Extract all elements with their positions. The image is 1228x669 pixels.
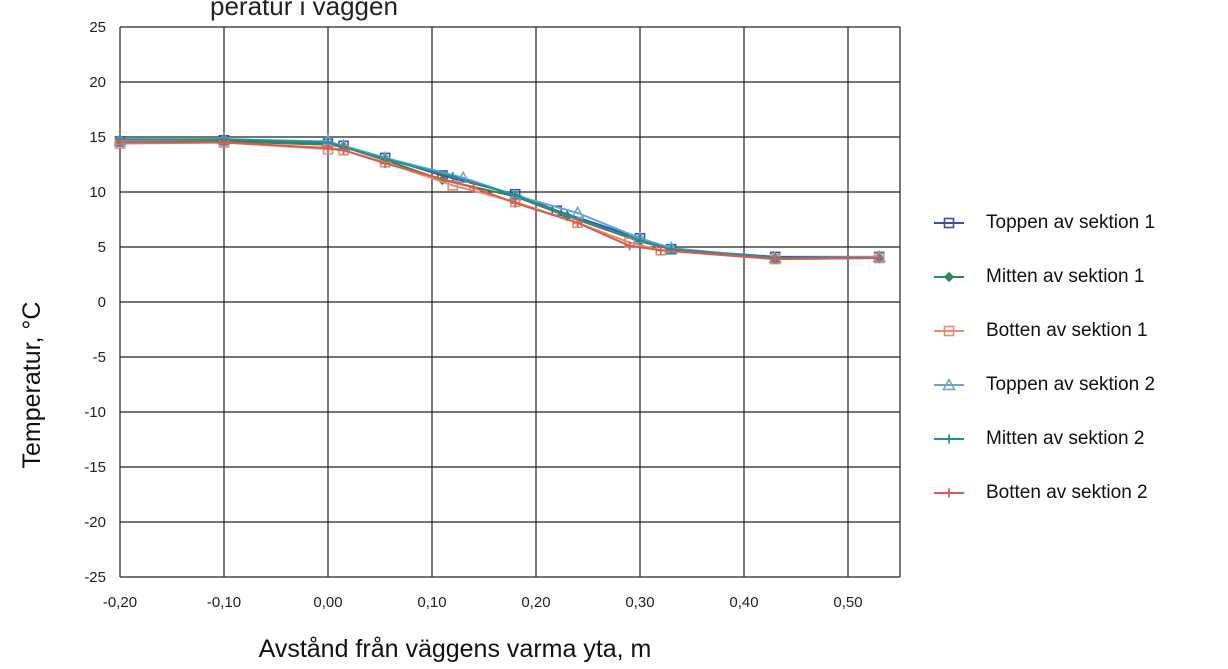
legend-label: Toppen av sektion 2 xyxy=(986,374,1156,395)
data-point xyxy=(874,253,884,263)
legend-swatch xyxy=(934,378,964,391)
legend-swatch xyxy=(934,434,964,444)
legend-swatch xyxy=(934,325,964,337)
series-2 xyxy=(114,136,885,264)
x-tick-label: 0,30 xyxy=(625,594,654,611)
x-tick-label: 0,00 xyxy=(313,594,342,611)
data-point xyxy=(323,143,333,153)
series-line xyxy=(120,141,880,261)
legend-item: Mitten av sektion 1 xyxy=(930,250,1225,304)
data-point xyxy=(510,190,520,200)
y-tick-label: -20 xyxy=(84,514,106,531)
y-tick-label: -25 xyxy=(84,569,106,586)
legend-label: Botten av sektion 1 xyxy=(986,320,1148,341)
grid-lines xyxy=(119,26,901,578)
y-axis-unit: °C xyxy=(18,301,46,329)
legend-item: Botten av sektion 1 xyxy=(930,304,1225,358)
data-point xyxy=(562,210,572,220)
series-lines xyxy=(113,132,886,265)
legend-marker xyxy=(944,488,954,498)
x-tick-label: 0,20 xyxy=(521,594,550,611)
y-tick-label: -15 xyxy=(84,459,106,476)
legend-marker xyxy=(943,271,955,283)
data-point xyxy=(339,145,349,155)
data-point xyxy=(115,138,125,147)
legend-swatch xyxy=(934,217,964,229)
chart-title-fragment: peratur i väggen xyxy=(210,0,398,21)
data-point xyxy=(770,254,780,264)
legend-label: Toppen av sektion 1 xyxy=(986,212,1156,233)
series-line xyxy=(119,141,880,261)
legend-item: Botten av sektion 2 xyxy=(930,466,1225,520)
y-tick-label: -5 xyxy=(93,349,106,366)
legend-marker xyxy=(942,378,956,391)
legend: Toppen av sektion 1 Mitten av sektion 1 Bo… xyxy=(930,196,1225,520)
data-point xyxy=(448,172,458,182)
legend-swatch xyxy=(934,271,964,283)
legend-label: Mitten av sektion 2 xyxy=(986,428,1145,449)
legend-label: Botten av sektion 2 xyxy=(986,482,1148,503)
legend-marker xyxy=(944,434,954,444)
legend-item: Mitten av sektion 2 xyxy=(930,412,1225,466)
series-6 xyxy=(115,138,884,264)
data-point xyxy=(625,241,635,251)
x-axis-label: Avstånd från väggens varma yta, m xyxy=(259,635,652,663)
x-tick-label: 0,10 xyxy=(417,594,446,611)
y-tick-label: 10 xyxy=(89,184,106,201)
data-point xyxy=(656,245,666,255)
legend-marker xyxy=(943,217,955,229)
x-tick-label: 0,50 xyxy=(833,594,862,611)
y-tick-label: 20 xyxy=(89,74,106,91)
series-line xyxy=(120,140,880,259)
data-point xyxy=(469,183,479,193)
data-point xyxy=(456,170,470,183)
data-point xyxy=(219,138,229,147)
data-point xyxy=(635,235,645,245)
data-point xyxy=(510,198,520,208)
legend-label: Mitten av sektion 1 xyxy=(986,266,1145,287)
y-tick-label: 0 xyxy=(98,294,106,311)
y-tick-label: 5 xyxy=(98,239,106,256)
y-tick-label: 25 xyxy=(89,19,106,36)
tick-labels: 25 20 15 10 5 0 -5 -10 -15 -20 -25 -0,20 -0,10 0,00 0,… xyxy=(84,19,862,611)
data-point xyxy=(380,158,390,168)
y-axis-label-text: Temperatur, xyxy=(18,330,46,469)
y-tick-label: 15 xyxy=(89,129,106,146)
y-tick-label: -10 xyxy=(84,404,106,421)
x-tick-label: -0,10 xyxy=(207,594,241,611)
legend-marker xyxy=(943,325,955,337)
data-point xyxy=(570,205,585,219)
legend-item: Toppen av sektion 1 xyxy=(930,196,1225,250)
legend-swatch xyxy=(934,488,964,498)
series-line xyxy=(120,138,880,259)
data-point xyxy=(666,244,676,254)
data-point xyxy=(573,218,583,228)
series-3 xyxy=(114,137,885,265)
legend-item: Toppen av sektion 2 xyxy=(930,358,1225,412)
x-tick-label: 0,40 xyxy=(729,594,758,611)
y-axis-label: Temperatur, °C xyxy=(18,301,46,468)
series-5 xyxy=(115,134,884,263)
x-tick-label: -0,20 xyxy=(103,594,137,611)
